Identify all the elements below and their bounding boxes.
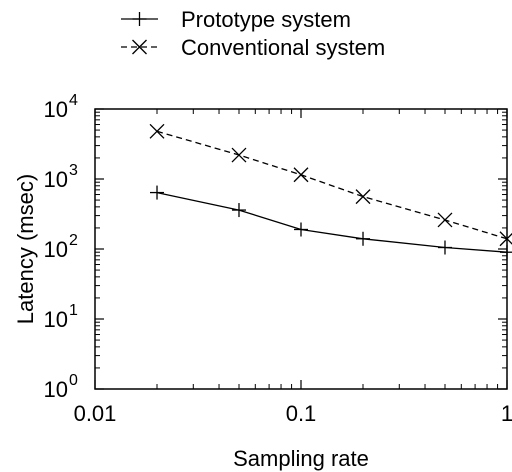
plus-marker: [294, 222, 308, 237]
y-tick-label-exponent: 3: [69, 162, 78, 179]
y-tick-label: 10: [44, 237, 68, 262]
y-axis-label: Latency (msec): [13, 174, 38, 324]
y-tick-label-exponent: 2: [69, 232, 78, 249]
y-tick-label: 10: [44, 167, 68, 192]
y-minor-ticks: [95, 111, 507, 369]
y-tick-label-exponent: 0: [69, 372, 78, 389]
cross-marker: [355, 189, 371, 205]
marker-stroke: [132, 39, 147, 55]
x-major-ticks: 0.01 0.1 1: [74, 109, 512, 426]
legend-item: Prototype system: [121, 7, 351, 32]
y-tick-label-base: 10: [44, 307, 68, 332]
cross-marker: [293, 167, 309, 183]
plus-marker: [500, 245, 512, 260]
x-minor-ticks: [156, 109, 499, 389]
y-tick-label-base: 10: [44, 237, 68, 262]
y-tick-label-base: 10: [44, 167, 68, 192]
marker-stroke: [293, 167, 309, 183]
cross-marker: [231, 147, 247, 163]
marker-stroke: [437, 212, 453, 228]
x-tick-label: 0.01: [74, 401, 117, 426]
plus-marker: [437, 240, 452, 255]
series-layer: [149, 123, 512, 260]
cross-marker: [132, 39, 147, 55]
x-axis-label: Sampling rate: [233, 446, 369, 471]
cross-marker: [437, 212, 453, 228]
marker-stroke: [149, 123, 165, 139]
plus-marker: [231, 203, 246, 218]
legend-label: Prototype system: [181, 7, 351, 32]
y-tick-label: 10: [44, 377, 68, 402]
series-line: [156, 130, 508, 240]
series-line: [156, 191, 508, 253]
x-tick-label: 0.1: [286, 401, 317, 426]
marker-stroke: [231, 147, 247, 163]
legend: Prototype system Conventional system: [121, 7, 385, 60]
y-tick-label: 10: [44, 97, 68, 122]
y-tick-label-exponent: 4: [69, 92, 78, 109]
legend-item: Conventional system: [121, 35, 385, 60]
y-tick-label-base: 10: [44, 377, 68, 402]
legend-label: Conventional system: [181, 35, 385, 60]
plus-marker: [150, 185, 165, 200]
plus-marker: [356, 231, 371, 246]
y-tick-label: 10: [44, 307, 68, 332]
plus-marker: [132, 12, 147, 26]
cross-marker: [149, 123, 165, 139]
x-tick-label: 1: [501, 401, 512, 426]
series-conventional-system: [149, 123, 512, 247]
marker-stroke: [355, 189, 371, 205]
y-tick-label-base: 10: [44, 97, 68, 122]
y-tick-label-exponent: 1: [69, 302, 78, 319]
series-prototype-system: [150, 185, 512, 260]
